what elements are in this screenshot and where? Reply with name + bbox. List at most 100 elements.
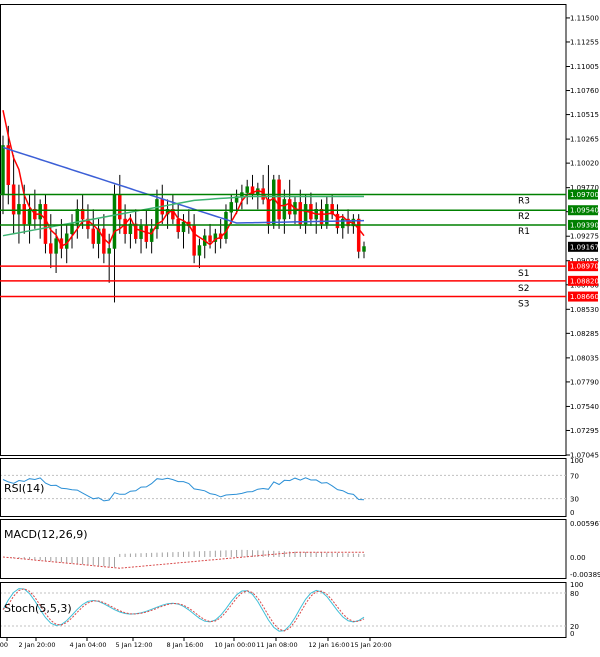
candle-body [181,221,186,233]
rsi-axis-label: 30 [570,496,579,504]
candle-body [86,218,90,230]
candle [38,199,42,239]
indicator-panel-frame-1 [0,519,567,579]
rsi-title: RSI(14) [4,482,44,495]
candle-body [272,179,276,225]
candle-body [17,204,21,215]
time-axis-label: 4 Jan 04:00 [69,641,106,649]
candle-body [49,243,53,254]
candle [341,214,345,239]
price-tick-label: 1.08285 [570,330,599,338]
macd-axis-label: 0.00 [570,554,586,562]
candle-body [234,196,239,203]
candle [330,194,334,220]
stoch-axis-label: 0 [570,630,574,638]
level-price-label-s3: 1.08660 [570,293,599,301]
level-price-tag-r3 [568,189,598,200]
time-axis-label: 10 Jan 00:00 [214,641,255,649]
candle-body [319,208,324,225]
candle-body [27,208,32,225]
candle [181,214,186,249]
macd-signal-line [2,551,364,569]
stoch-signal-line [2,588,365,632]
candle-body [75,208,80,225]
candle-body [356,218,361,252]
price-tick-label: 1.11255 [570,38,599,46]
candle [362,241,366,259]
rsi-line [2,477,365,502]
price-tick-label: 1.11005 [570,63,599,71]
candle-body [155,199,159,230]
price-panel-frame [0,4,567,456]
candle-body [70,223,74,235]
candle [303,194,308,234]
price-tick-label: 1.10515 [570,111,599,119]
candle-body [6,145,11,185]
level-price-label-r1: 1.09390 [570,221,599,229]
rsi-panel [1,474,566,502]
level-price-label-r3: 1.09700 [570,191,599,199]
candle-body [149,228,154,242]
level-price-label-r2: 1.09540 [570,207,599,215]
level-price-tag-s1 [568,261,598,272]
time-axis-label: 12 Jan 16:00 [308,641,349,649]
candle [277,174,281,229]
level-price-tag-r1 [568,219,598,230]
candle-body [229,202,234,213]
time-axis-label: 8 Jan 16:00 [166,641,203,649]
candle [49,214,53,269]
macd-title: MACD(12,26,9) [4,528,88,541]
candle-body [197,245,202,256]
candle [229,194,234,224]
level-name-s3: S3 [518,300,529,310]
candle [171,194,175,224]
candle [33,189,37,229]
level-name-s1: S1 [518,269,529,279]
stoch-axis-label: 80 [570,590,579,598]
candle-body [54,238,58,254]
candle [314,202,318,234]
candle [75,199,80,239]
level-name-s2: S2 [518,284,529,294]
level-price-label-s1: 1.08970 [570,263,599,271]
stoch-axis-label: 100 [570,581,583,589]
candle [144,209,149,249]
candle-body [282,199,287,220]
candle-body [128,223,133,235]
candle-body [287,199,292,215]
candle [112,184,117,303]
price-tick-label: 1.07295 [570,427,599,435]
level-name-r1: R1 [518,227,530,237]
candle-body [133,223,138,239]
rsi-axis-label: 0 [570,509,574,517]
candle [91,209,95,249]
rsi-axis-label: 100 [570,457,583,465]
level-price-tag-r2 [568,205,598,216]
candle [17,184,21,244]
candle-body [22,204,26,225]
candle [43,194,48,254]
candle [218,219,223,249]
candle-body [277,179,281,220]
candle-body [213,233,218,242]
candle [261,174,265,205]
candle [133,209,138,244]
stoch-title: Stoch(5,5,3) [4,602,72,615]
candle-body [144,225,149,242]
stoch-panel [1,588,566,632]
price-tick-label: 1.11500 [570,14,599,22]
candle [192,214,196,264]
price-tick-label: 1.07790 [570,378,599,386]
candle-body [341,218,345,229]
price-tick-label: 1.09275 [570,233,599,241]
macd-panel [2,549,365,569]
candle-body [118,194,122,220]
price-tick-label: 1.08035 [570,354,599,362]
candle [325,196,329,229]
stoch-axis-label: 20 [570,623,579,631]
candle-body [139,225,143,239]
candle [356,214,361,259]
candle-body [112,194,117,249]
